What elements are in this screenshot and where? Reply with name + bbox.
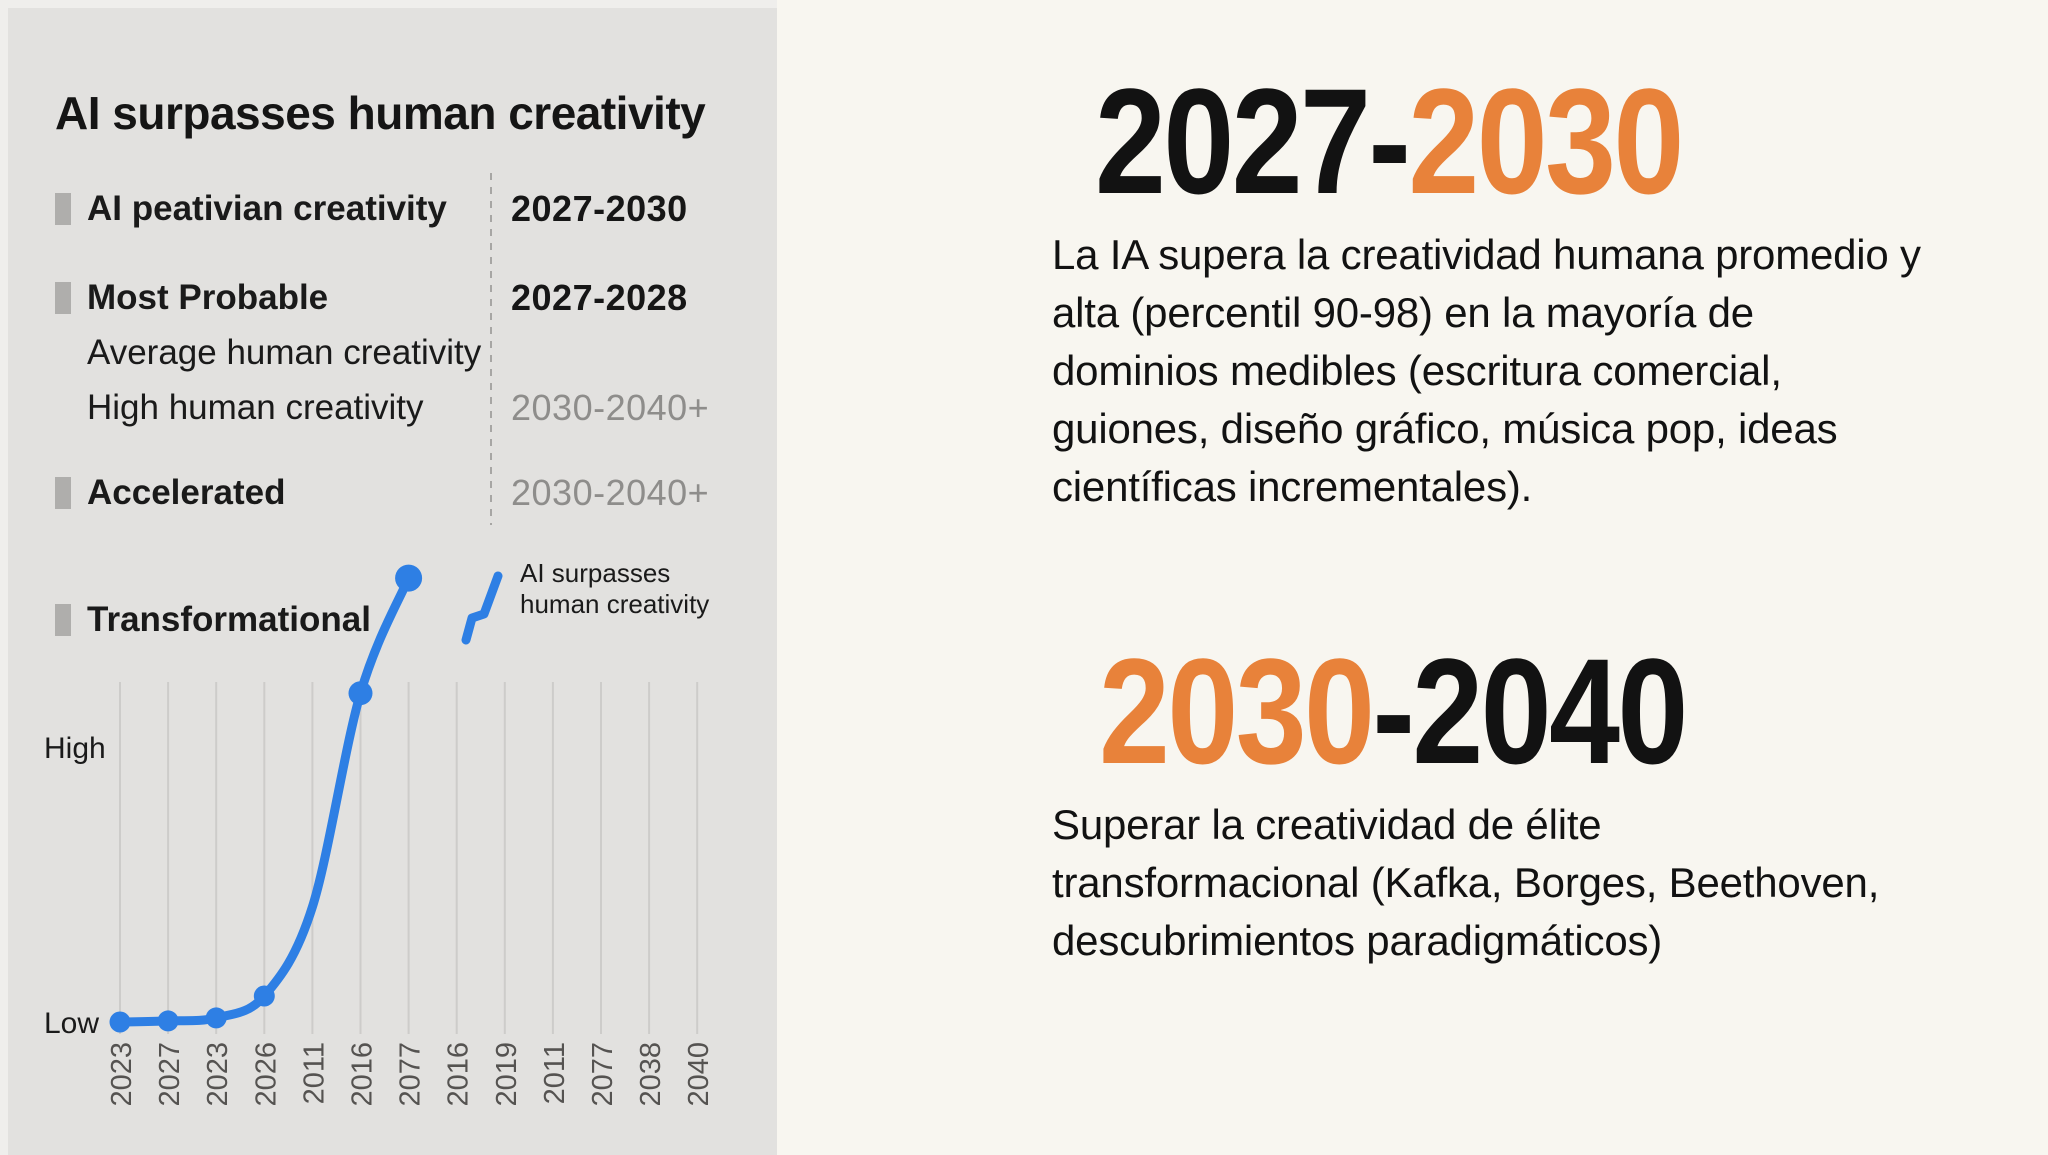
chart-panel: AI surpasses human creativity AI peativi…	[0, 0, 777, 1155]
paragraph-line: descubrimientos paradigmáticos)	[1052, 917, 1663, 964]
row-label: Average human creativity	[87, 333, 482, 372]
heading2-black-part: -2040	[1372, 627, 1688, 795]
paragraph-line: guiones, diseño gráfico, música pop, ide…	[1052, 405, 1838, 452]
legend-value-separator	[490, 173, 492, 525]
paragraph-2030-2040: Superar la creatividad de élite transform…	[1052, 796, 1879, 970]
line-chart: 2023 2027 2023 2026 2011 2016 2077 2016 2019 2011…	[44, 564, 715, 1107]
data-point-dot	[253, 985, 275, 1007]
x-tick-label: 2077	[587, 1042, 619, 1107]
chart-title: AI surpasses human creativity	[55, 87, 706, 139]
row-label: Most Probable	[87, 278, 329, 317]
x-tick-label: 2016	[347, 1042, 379, 1107]
data-point-dot	[109, 1011, 131, 1033]
legend-row: Most Probable 2027-2028	[8, 276, 785, 320]
paragraph-2027-2030: La IA supera la creatividad humana prome…	[1052, 226, 1921, 516]
paragraph-line: dominios medibles (escritura comercial,	[1052, 347, 1782, 394]
row-value: 2030-2040+	[511, 387, 710, 428]
legend-caption-line2: human creativity	[520, 589, 710, 619]
line-series-legend-icon	[461, 571, 503, 645]
row-value: 2027-2028	[511, 277, 688, 318]
paragraph-line: transformacional (Kafka, Borges, Beethov…	[1052, 859, 1880, 906]
legend-row: High human creativity 2030-2040+	[8, 386, 785, 430]
row-label: Transformational	[87, 600, 371, 639]
legend-row: AI peativian creativity 2027-2030	[8, 187, 785, 231]
x-tick-label: 2016	[443, 1042, 475, 1107]
paragraph-line: La IA supera la creatividad humana prome…	[1052, 231, 1921, 278]
row-marker-square	[55, 282, 71, 314]
data-point-dot	[205, 1007, 227, 1029]
line-series-legend: AI surpasses human creativity	[520, 558, 709, 620]
paragraph-line: científicas incrementales).	[1052, 463, 1533, 510]
row-marker-square	[55, 477, 71, 509]
x-tick-label: 2011	[539, 1042, 571, 1104]
legend-row: Accelerated 2030-2040+	[8, 471, 785, 515]
row-marker-square	[55, 604, 71, 636]
x-tick-label: 2027	[154, 1042, 186, 1107]
y-label-high: High	[44, 732, 106, 765]
legend-row: Transformational	[8, 598, 785, 642]
heading1-orange-part: 2030	[1408, 57, 1684, 225]
x-tick-label: 2011	[298, 1042, 330, 1104]
data-point-dot	[157, 1010, 179, 1032]
legend-row: Average human creativity	[8, 331, 785, 375]
x-tick-label: 2023	[202, 1042, 234, 1107]
row-value: 2027-2030	[511, 188, 688, 229]
x-tick-label: 2026	[250, 1042, 282, 1107]
row-label: AI peativian creativity	[87, 189, 447, 228]
paragraph-line: Superar la creatividad de élite	[1052, 801, 1602, 848]
x-tick-label: 2038	[635, 1042, 667, 1107]
row-value: 2030-2040+	[511, 472, 710, 513]
row-marker-square	[55, 193, 71, 225]
x-tick-label: 2077	[395, 1042, 427, 1107]
text-panel: 2027-2030 La IA supera la creatividad hu…	[777, 0, 2048, 1155]
x-tick-label: 2023	[106, 1042, 138, 1107]
row-label: Accelerated	[87, 473, 286, 512]
heading-2027-2030: 2027-2030	[1095, 66, 1684, 216]
x-tick-label: 2019	[491, 1042, 523, 1107]
paragraph-line: alta (percentil 90-98) en la mayoría de	[1052, 289, 1754, 336]
data-point-dot	[395, 564, 423, 592]
data-point-dot	[348, 681, 373, 706]
heading1-black-part: 2027-	[1095, 57, 1411, 225]
y-label-low: Low	[44, 1007, 99, 1040]
row-label: High human creativity	[87, 388, 424, 427]
x-tick-label: 2040	[683, 1042, 715, 1107]
heading2-orange-part: 2030	[1099, 627, 1375, 795]
legend-caption-line1: AI surpasses	[520, 558, 671, 588]
heading-2030-2040: 2030-2040	[1099, 636, 1688, 786]
